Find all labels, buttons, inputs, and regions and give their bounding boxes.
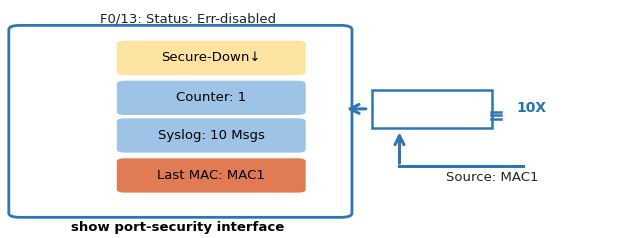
FancyBboxPatch shape [117, 81, 306, 115]
Text: show port-security interface: show port-security interface [71, 221, 284, 234]
Bar [372, 89, 492, 129]
Text: Counter: 1: Counter: 1 [176, 91, 246, 104]
FancyBboxPatch shape [117, 41, 306, 75]
Text: 10X: 10X [516, 101, 547, 115]
Text: Syslog: 10 Msgs: Syslog: 10 Msgs [158, 129, 265, 142]
FancyBboxPatch shape [117, 118, 306, 153]
Text: Source: MAC1: Source: MAC1 [446, 171, 538, 184]
Text: F0/13: Status: Err-disabled: F0/13: Status: Err-disabled [100, 13, 277, 25]
Text: Secure-Down↓: Secure-Down↓ [161, 51, 261, 64]
FancyBboxPatch shape [117, 158, 306, 193]
FancyBboxPatch shape [9, 25, 352, 217]
Text: Last MAC: MAC1: Last MAC: MAC1 [157, 169, 265, 182]
